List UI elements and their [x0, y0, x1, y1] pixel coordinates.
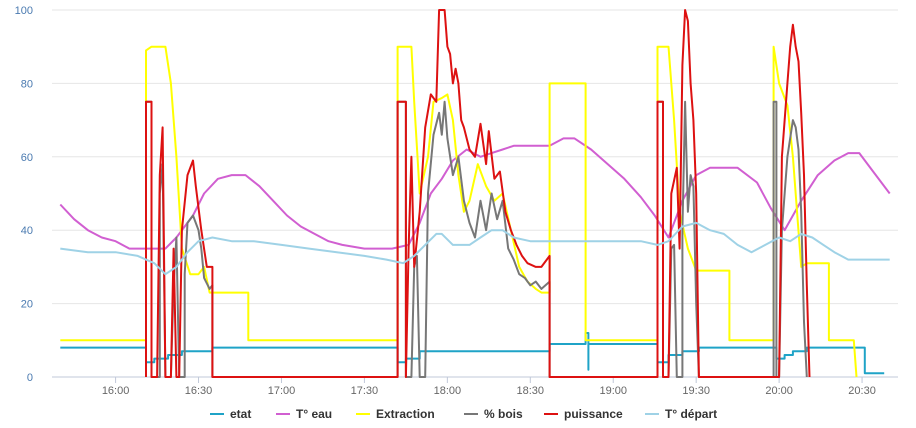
- x-tick-label: 16:00: [102, 385, 130, 397]
- series-line-t-eau: [59, 137, 891, 250]
- y-axis: 0 20 40 60 80 100: [15, 5, 33, 384]
- x-tick-label: 17:30: [351, 385, 379, 397]
- plot-area: [59, 9, 891, 378]
- legend-item-extraction[interactable]: Extraction: [356, 407, 435, 421]
- series-line-etat: [60, 332, 885, 375]
- series-line--bois: [145, 100, 808, 378]
- y-tick-label: 60: [21, 152, 33, 164]
- legend-item-etat[interactable]: etat: [210, 407, 251, 421]
- y-tick-label: 40: [21, 225, 33, 237]
- series-line-puissance: [145, 9, 811, 378]
- legend-item-t-d-part[interactable]: T° départ: [645, 407, 717, 421]
- x-tick-label: 20:00: [765, 385, 793, 397]
- legend-label: T° eau: [296, 407, 332, 421]
- x-axis: 16:00 16:30 17:00 17:30 18:00 18:30 19:00 19:30…: [102, 377, 876, 397]
- y-tick-label: 0: [27, 372, 33, 384]
- x-tick-label: 16:30: [185, 385, 213, 397]
- x-tick-label: 18:00: [434, 385, 462, 397]
- legend-label: % bois: [484, 407, 523, 421]
- y-tick-label: 80: [21, 78, 33, 90]
- y-tick-label: 20: [21, 299, 33, 311]
- x-tick-label: 19:00: [599, 385, 627, 397]
- legend-item-t-eau[interactable]: T° eau: [276, 407, 332, 421]
- x-tick-label: 19:30: [682, 385, 710, 397]
- legend-label: etat: [230, 407, 251, 421]
- legend-label: Extraction: [376, 407, 435, 421]
- series-line-extraction: [60, 45, 858, 378]
- x-tick-label: 20:30: [848, 385, 876, 397]
- y-tick-label: 100: [15, 5, 33, 17]
- x-tick-label: 18:30: [517, 385, 545, 397]
- legend-label: puissance: [564, 407, 623, 421]
- legend-item-puissance[interactable]: puissance: [544, 407, 623, 421]
- x-tick-label: 17:00: [268, 385, 296, 397]
- legend-label: T° départ: [665, 407, 717, 421]
- series-line-t-d-part: [60, 221, 890, 276]
- legend[interactable]: etat T° eau Extraction % bois puissance T° dé…: [210, 407, 717, 421]
- legend-item--bois[interactable]: % bois: [464, 407, 523, 421]
